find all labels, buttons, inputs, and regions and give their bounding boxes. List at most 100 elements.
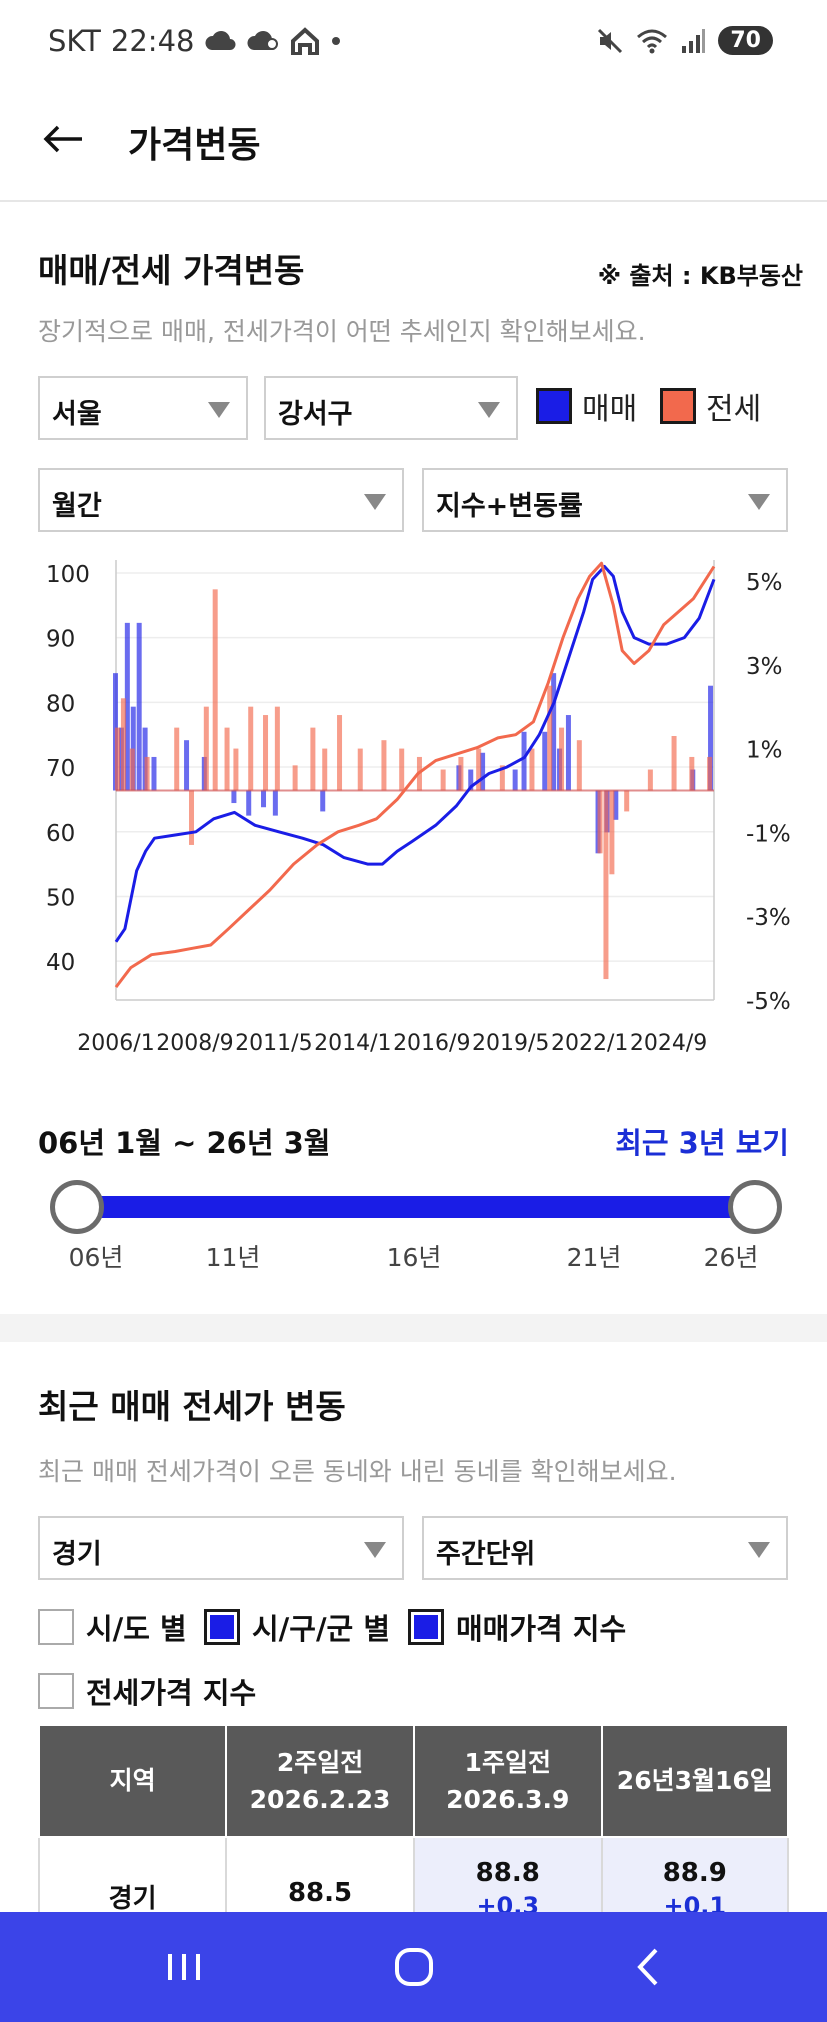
unit-dropdown[interactable]: 주간단위 — [422, 1516, 788, 1580]
y-right-tick-label: 1% — [746, 738, 783, 764]
change-bar — [613, 790, 619, 820]
change-bar — [144, 756, 150, 791]
district-dropdown-value: 강서구 — [278, 399, 353, 430]
price-section-desc: 장기적으로 매매, 전세가격이 어떤 추세인지 확인해보세요. — [38, 317, 646, 346]
checkbox-sigungu-box[interactable] — [204, 1609, 240, 1645]
x-tick-label: 2008/9 — [156, 1031, 233, 1056]
y-left-tick-label: 80 — [46, 691, 75, 717]
dot-icon — [332, 37, 341, 45]
header-1week: 1주일전 2026.3.9 — [446, 1747, 570, 1815]
checkbox-sale-index[interactable]: 매매가격 지수 — [408, 1606, 626, 1648]
range-track[interactable] — [76, 1196, 754, 1218]
back-arrow-icon[interactable] — [40, 114, 90, 164]
legend-jeonse[interactable]: 전세 — [660, 384, 761, 428]
legend-jeonse-swatch — [660, 388, 696, 424]
change-bar — [130, 706, 136, 791]
table-header-cell: 26년3월16일 — [600, 1724, 790, 1838]
period-dropdown[interactable]: 월간 — [38, 468, 404, 532]
chevron-down-icon — [748, 494, 770, 510]
price-chart-svg: 100 90 80 70 60 50 40 5% 3% 1% -1% -3% -5% 2006/1 2008… — [46, 560, 791, 1056]
checkbox-sale-index-box[interactable] — [408, 1609, 444, 1645]
region-dropdown[interactable]: 서울 — [38, 376, 248, 440]
wifi-icon — [637, 29, 668, 53]
back-nav-icon[interactable] — [618, 1942, 678, 1992]
price-chart[interactable]: 100 90 80 70 60 50 40 5% 3% 1% -1% -3% -5% 2006/1 2008… — [0, 540, 827, 1070]
mute-icon — [598, 28, 623, 53]
change-bar — [337, 715, 343, 791]
mode-dropdown[interactable]: 지수+변동률 — [422, 468, 788, 532]
change-bar — [261, 790, 267, 808]
change-bar — [603, 790, 609, 980]
recent-section-title: 최근 매매 전세가 변동 — [38, 1387, 346, 1426]
change-bar — [224, 727, 230, 791]
change-bar — [357, 748, 363, 791]
checkbox-sigungu[interactable]: 시/구/군 별 — [204, 1606, 390, 1648]
change-bar — [136, 622, 142, 791]
x-tick-label: 2006/1 — [77, 1031, 154, 1056]
change-bar — [609, 790, 615, 875]
change-bar — [547, 685, 553, 791]
table-header-cell: 1주일전 2026.3.9 — [412, 1724, 603, 1838]
page-title: 가격변동 — [128, 125, 261, 166]
change-bar — [512, 769, 518, 791]
time-label: 22:48 — [110, 24, 195, 58]
recent-region-dropdown[interactable]: 경기 — [38, 1516, 404, 1580]
x-tick-label: 2022/1 — [551, 1031, 628, 1056]
checkbox-jeonse-index[interactable]: 전세가격 지수 — [38, 1670, 256, 1712]
recent-3y-link[interactable]: 최근 3년 보기 — [615, 1126, 789, 1160]
change-bar — [542, 731, 548, 791]
price-section-title: 매매/전세 가격변동 — [38, 251, 305, 290]
source-label: ※ 출처 : KB부동산 — [597, 262, 803, 290]
region-dropdown-value: 서울 — [52, 399, 102, 430]
x-tick-label: 2014/1 — [314, 1031, 391, 1056]
chevron-down-icon — [364, 494, 386, 510]
period-dropdown-value: 월간 — [52, 491, 102, 522]
table-header-cell: 2주일전 2026.2.23 — [225, 1724, 415, 1838]
change-bar — [322, 748, 328, 791]
recent-apps-icon[interactable] — [154, 1942, 214, 1992]
table-header-cell: 지역 — [37, 1724, 228, 1838]
header-current: 26년3월16일 — [616, 1766, 773, 1796]
checkbox-sido-box[interactable] — [38, 1609, 74, 1645]
cell-1week-value: 88.8 — [475, 1858, 540, 1888]
legend-sale[interactable]: 매매 — [536, 384, 637, 428]
change-bar — [189, 790, 195, 845]
change-bar — [248, 706, 254, 791]
checkbox-sido[interactable]: 시/도 별 — [38, 1606, 187, 1648]
y-left-tick-label: 70 — [46, 756, 75, 782]
change-bar — [480, 752, 486, 791]
system-nav-bar — [0, 1912, 827, 2022]
range-tick: 26년 — [703, 1243, 759, 1272]
district-dropdown[interactable]: 강서구 — [264, 376, 518, 440]
legend-sale-swatch — [536, 388, 572, 424]
legend-sale-label: 매매 — [582, 392, 638, 427]
range-label: 06년 1월 ~ 26년 3월 — [38, 1126, 331, 1160]
home-button-icon[interactable] — [384, 1942, 444, 1992]
status-right: 70 — [596, 26, 773, 55]
change-bar — [246, 790, 252, 816]
change-bar — [597, 790, 603, 854]
x-tick-label: 2016/9 — [393, 1031, 470, 1056]
checkbox-jeonse-index-label: 전세가격 지수 — [86, 1676, 257, 1710]
change-bar — [476, 748, 482, 791]
change-bar — [468, 769, 474, 791]
change-bar — [381, 740, 387, 791]
change-bar — [292, 765, 298, 791]
y-left-tick-label: 40 — [46, 950, 75, 976]
table-header-row: 지역 2주일전 2026.2.23 1주일전 2026.3.9 26년3월16일 — [37, 1724, 790, 1838]
change-bar — [310, 727, 316, 791]
y-left-tick-label: 60 — [46, 821, 75, 847]
change-bar — [499, 765, 505, 791]
home-icon — [291, 27, 320, 55]
checkbox-sigungu-label: 시/구/군 별 — [252, 1612, 390, 1646]
chevron-down-icon — [478, 402, 500, 418]
header-2weeks: 2주일전 2026.2.23 — [249, 1747, 391, 1815]
checkbox-jeonse-index-box[interactable] — [38, 1673, 74, 1709]
range-start-handle[interactable] — [50, 1180, 104, 1234]
change-bar — [647, 769, 653, 791]
change-bar — [124, 622, 130, 791]
y-left-tick-label: 50 — [46, 885, 75, 911]
range-end-handle[interactable] — [728, 1180, 782, 1234]
range-tick: 21년 — [566, 1243, 622, 1272]
change-bar — [624, 790, 630, 812]
